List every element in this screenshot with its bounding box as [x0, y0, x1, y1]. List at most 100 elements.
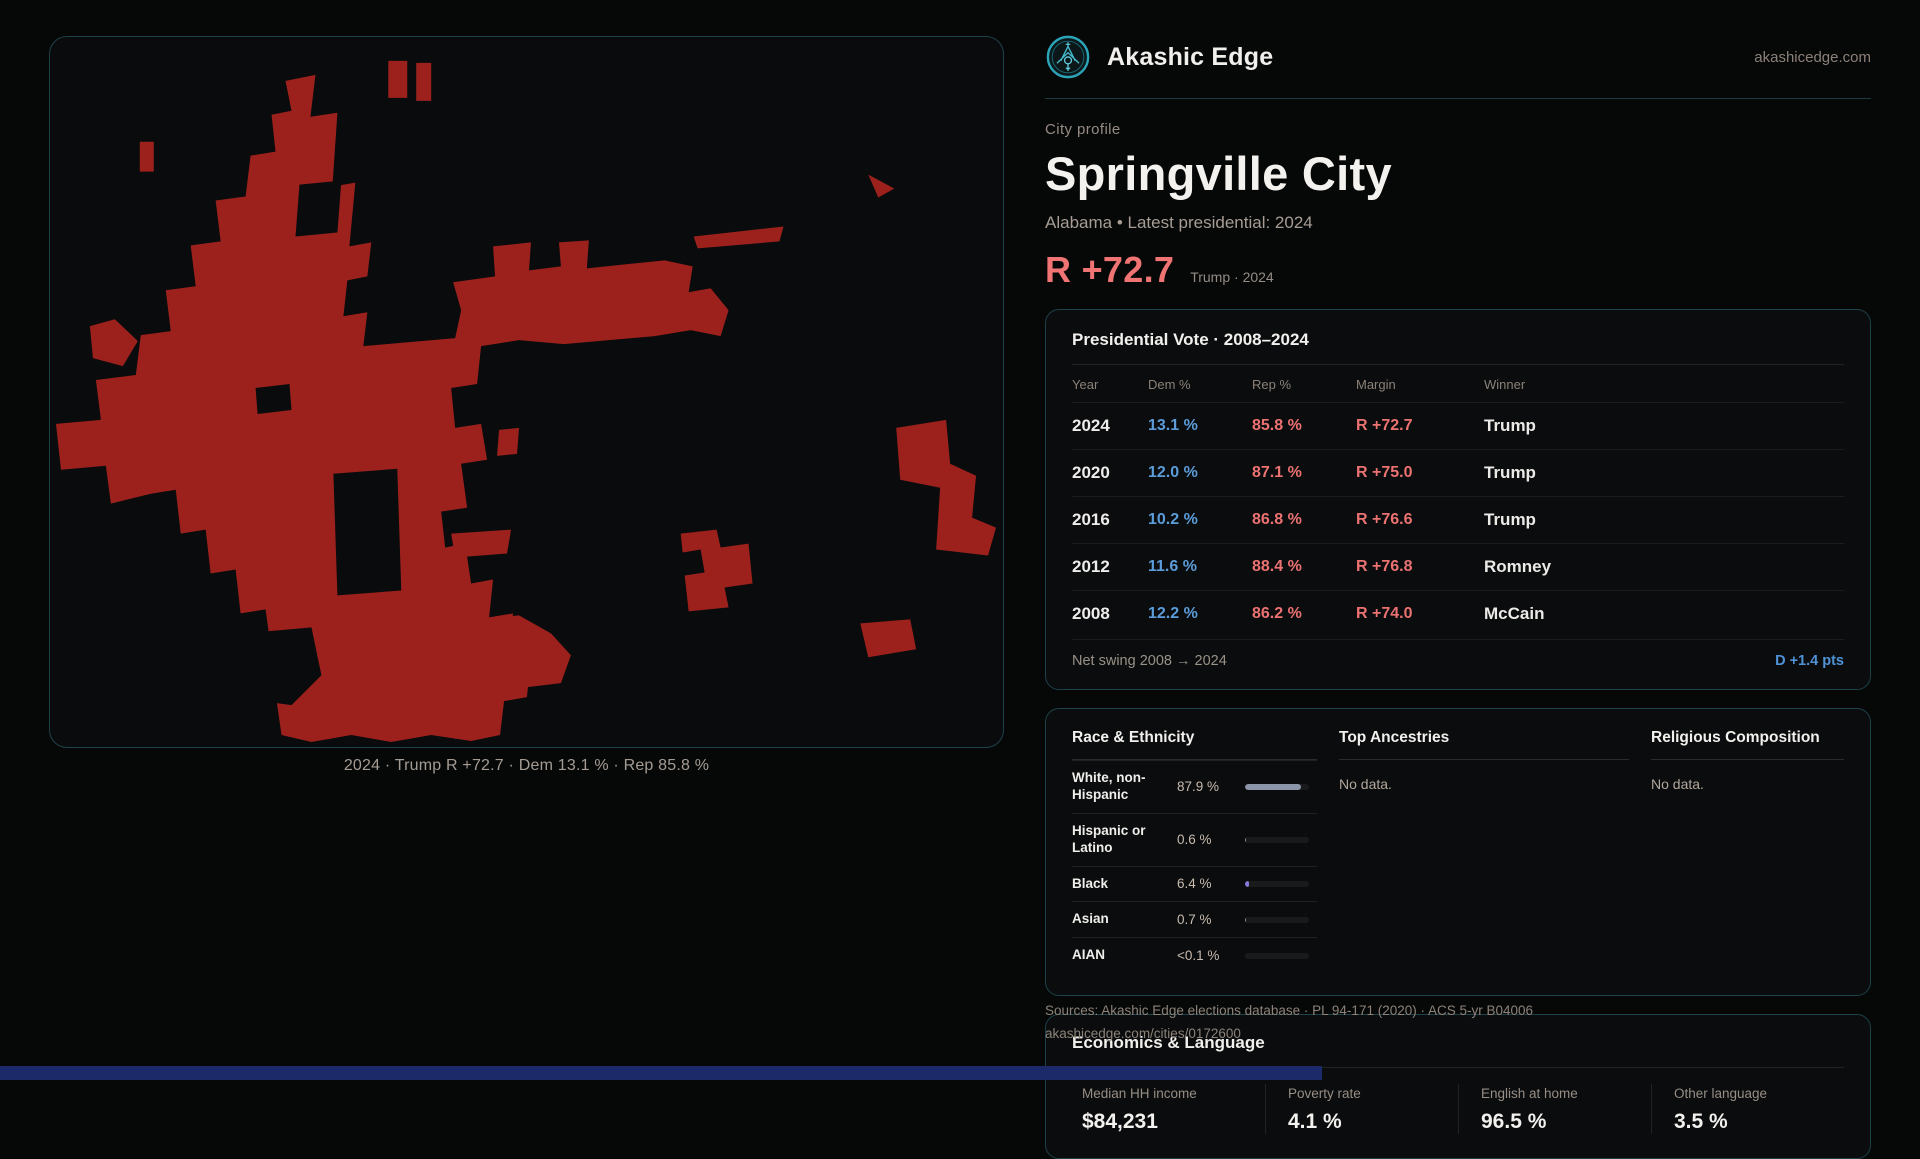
city-map: [55, 60, 997, 743]
page-subtitle: Alabama • Latest presidential: 2024: [1045, 213, 1313, 232]
net-swing-row: Net swing 2008 → 2024 D +1.4 pts: [1072, 639, 1844, 675]
margin-cell: R +75.0: [1356, 464, 1413, 481]
stat-label: Other language: [1674, 1086, 1768, 1102]
race-ethnicity-section: Race & Ethnicity White, non-Hispanic 87.…: [1072, 729, 1317, 973]
col-dem: Dem %: [1148, 377, 1191, 392]
margin-cell: R +76.6: [1356, 511, 1413, 528]
margin-cell: R +72.7: [1356, 417, 1413, 434]
race-row: Hispanic or Latino 0.6 %: [1072, 812, 1317, 866]
winner-cell: McCain: [1484, 604, 1545, 623]
stat-value: 4.1 %: [1288, 1110, 1342, 1134]
demographics-card: Race & Ethnicity White, non-Hispanic 87.…: [1045, 708, 1871, 997]
rep-cell: 85.8 %: [1252, 417, 1302, 434]
religion-title: Religious Composition: [1651, 729, 1820, 746]
dem-cell: 13.1 %: [1148, 417, 1198, 434]
page-kicker: City profile: [1045, 121, 1121, 138]
brand-domain-link[interactable]: akashicedge.com: [1754, 48, 1871, 66]
economics-title: Economics & Language: [1072, 1033, 1265, 1053]
presidential-vote-card: Presidential Vote · 2008–2024 Year Dem %…: [1045, 309, 1871, 690]
city-profile-panel: Akashic Edge akashicedge.com City profil…: [1045, 30, 1871, 1159]
col-margin: Margin: [1356, 377, 1396, 392]
winner-cell: Trump: [1484, 510, 1536, 529]
dem-cell: 12.0 %: [1148, 464, 1198, 481]
col-rep: Rep %: [1252, 377, 1292, 392]
stat-label: English at home: [1481, 1086, 1578, 1102]
race-row: Black 6.4 %: [1072, 865, 1317, 902]
stat-value: 96.5 %: [1481, 1110, 1547, 1134]
race-label: AIAN: [1072, 947, 1105, 963]
race-value: 6.4 %: [1177, 876, 1212, 892]
ancestries-empty: No data.: [1339, 776, 1392, 792]
vote-table-header: Year Dem % Rep % Margin Winner: [1072, 365, 1844, 402]
bottom-edge-bar: [0, 1066, 1322, 1080]
year-cell: 2012: [1072, 557, 1110, 576]
year-cell: 2024: [1072, 416, 1110, 435]
brand-name: Akashic Edge: [1107, 42, 1274, 71]
sources-footer: Sources: Akashic Edge elections database…: [1045, 1000, 1605, 1046]
divider: [1072, 1067, 1844, 1069]
divider: [1072, 759, 1317, 760]
table-row: 2024 13.1 % 85.8 % R +72.7 Trump: [1072, 402, 1844, 449]
year-cell: 2020: [1072, 463, 1110, 482]
religion-empty: No data.: [1651, 776, 1704, 792]
city-map-card: [49, 36, 1004, 748]
race-value: <0.1 %: [1177, 948, 1220, 964]
sources-line: Sources: Akashic Edge elections database…: [1045, 1003, 1534, 1018]
race-label: White, non-Hispanic: [1072, 770, 1146, 802]
stat-other-language: Other language 3.5 %: [1651, 1084, 1844, 1135]
stat-value: 3.5 %: [1674, 1110, 1728, 1134]
winner-cell: Trump: [1484, 463, 1536, 482]
religious-composition-section: Religious Composition No data.: [1651, 729, 1844, 973]
divider: [1072, 364, 1844, 365]
table-row: 2012 11.6 % 88.4 % R +76.8 Romney: [1072, 543, 1844, 590]
akashic-edge-logo-icon: [1046, 35, 1090, 79]
vote-card-title: Presidential Vote · 2008–2024: [1072, 330, 1309, 349]
margin-value: R +72.7: [1045, 249, 1175, 290]
race-row: AIAN <0.1 %: [1072, 937, 1317, 973]
margin-cell: R +74.0: [1356, 605, 1413, 622]
dem-cell: 12.2 %: [1148, 605, 1198, 622]
stat-median-income: Median HH income $84,231: [1072, 1084, 1265, 1134]
col-year: Year: [1072, 377, 1099, 392]
net-swing-value: D +1.4 pts: [1775, 653, 1844, 669]
race-value: 0.6 %: [1177, 832, 1212, 848]
economics-stats: Median HH income $84,231 Poverty rate 4.…: [1072, 1084, 1844, 1135]
top-ancestries-section: Top Ancestries No data.: [1339, 729, 1629, 973]
margin-cell: R +76.8: [1356, 558, 1413, 575]
dem-cell: 10.2 %: [1148, 511, 1198, 528]
race-row: Asian 0.7 %: [1072, 901, 1317, 937]
table-row: 2016 10.2 % 86.8 % R +76.6 Trump: [1072, 496, 1844, 543]
race-bar: [1245, 783, 1309, 790]
race-label: Hispanic or Latino: [1072, 822, 1146, 855]
map-caption: 2024 · Trump R +72.7 · Dem 13.1 % · Rep …: [343, 757, 710, 774]
race-title: Race & Ethnicity: [1072, 729, 1195, 746]
rep-cell: 87.1 %: [1252, 464, 1302, 481]
rep-cell: 88.4 %: [1252, 558, 1302, 575]
table-row: 2008 12.2 % 86.2 % R +74.0 McCain: [1072, 590, 1844, 637]
latest-margin-headline: R +72.7 Trump · 2024: [1045, 249, 1871, 291]
year-cell: 2008: [1072, 604, 1110, 623]
rep-cell: 86.8 %: [1252, 511, 1302, 528]
site-header: Akashic Edge akashicedge.com: [1045, 30, 1871, 99]
race-row: White, non-Hispanic 87.9 %: [1072, 760, 1317, 813]
race-label: Black: [1072, 875, 1109, 891]
net-swing-label: Net swing 2008 → 2024: [1072, 653, 1227, 669]
table-row: 2020 12.0 % 87.1 % R +75.0 Trump: [1072, 449, 1844, 496]
year-cell: 2016: [1072, 510, 1110, 529]
stat-label: Poverty rate: [1288, 1086, 1361, 1102]
race-bar: [1245, 952, 1309, 959]
margin-note: Trump · 2024: [1190, 269, 1274, 285]
stat-label: Median HH income: [1082, 1086, 1197, 1102]
dem-cell: 11.6 %: [1148, 558, 1197, 575]
race-bar: [1245, 916, 1309, 923]
permalink[interactable]: akashicedge.com/cities/0172600: [1045, 1025, 1241, 1041]
race-bar: [1245, 836, 1309, 843]
stat-poverty-rate: Poverty rate 4.1 %: [1265, 1084, 1458, 1135]
stat-english-at-home: English at home 96.5 %: [1458, 1084, 1651, 1135]
divider: [1651, 759, 1844, 760]
page-title: Springville City: [1045, 147, 1392, 200]
ancestries-title: Top Ancestries: [1339, 729, 1450, 746]
winner-cell: Trump: [1484, 416, 1536, 435]
col-winner: Winner: [1484, 377, 1526, 392]
race-value: 87.9 %: [1177, 779, 1220, 795]
